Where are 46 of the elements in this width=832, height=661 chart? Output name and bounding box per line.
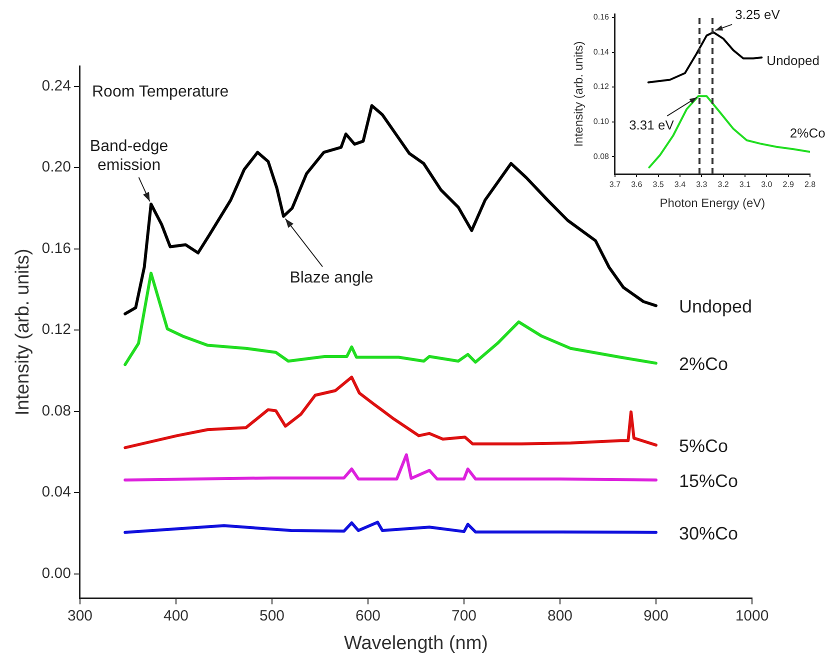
series-label: Undoped [679,296,752,317]
x-tick-label: 3.6 [631,180,643,190]
x-tick-label: 600 [355,607,381,624]
y-axis-title: Intensity (arb. units) [12,248,34,416]
x-tick-label: 3.1 [739,180,752,190]
series-label: 15%Co [679,470,738,491]
y-axis-title: Intensity (arb. units) [572,41,586,147]
series-label: 2%Co [679,354,728,374]
x-axis-title: Photon Energy (eV) [660,196,766,210]
y-tick-label: 0.16 [593,12,610,22]
y-tick-label: 0.12 [42,321,71,338]
x-tick-label: 3.0 [761,180,773,190]
x-tick-label: 3.2 [718,180,730,190]
y-tick-label: 0.08 [593,152,610,161]
x-tick-label: 2.9 [782,180,794,190]
y-tick-label: 0.10 [593,117,610,126]
y-tick-label: 0.16 [42,240,71,257]
series-label: 5%Co [679,436,728,456]
x-tick-label: 3.7 [609,180,622,190]
y-tick-label: 0.12 [593,82,610,92]
x-tick-label: 1000 [735,607,769,624]
annotation: 3.31 eV [629,117,674,132]
x-tick-label: 800 [547,607,573,624]
y-tick-label: 0.24 [42,77,71,94]
x-tick-label: 2.8 [804,180,816,190]
y-tick-label: 0.14 [593,47,610,56]
series-label: 2%Co [790,125,826,140]
x-tick-label: 3.3 [696,180,708,190]
x-tick-label: 400 [163,607,189,624]
x-tick-label: 900 [643,607,669,624]
annotation: Band-edge emission [90,138,168,174]
y-tick-label: 0.00 [42,564,71,582]
annotation: Blaze angle [290,270,374,287]
series-label: 30%Co [679,523,738,544]
x-tick-label: 3.5 [652,180,664,190]
y-tick-label: 0.04 [42,484,71,501]
y-tick-label: 0.20 [42,158,71,176]
series-label: Undoped [766,53,820,68]
y-tick-label: 0.08 [42,402,71,420]
annotation: 3.25 eV [735,6,780,22]
x-tick-label: 3.4 [674,180,686,190]
annotation: Room Temperature [92,83,229,100]
x-tick-label: 700 [451,607,477,624]
x-tick-label: 300 [67,607,93,624]
x-tick-label: 500 [259,607,285,624]
x-axis-title: Wavelength (nm) [344,632,488,654]
